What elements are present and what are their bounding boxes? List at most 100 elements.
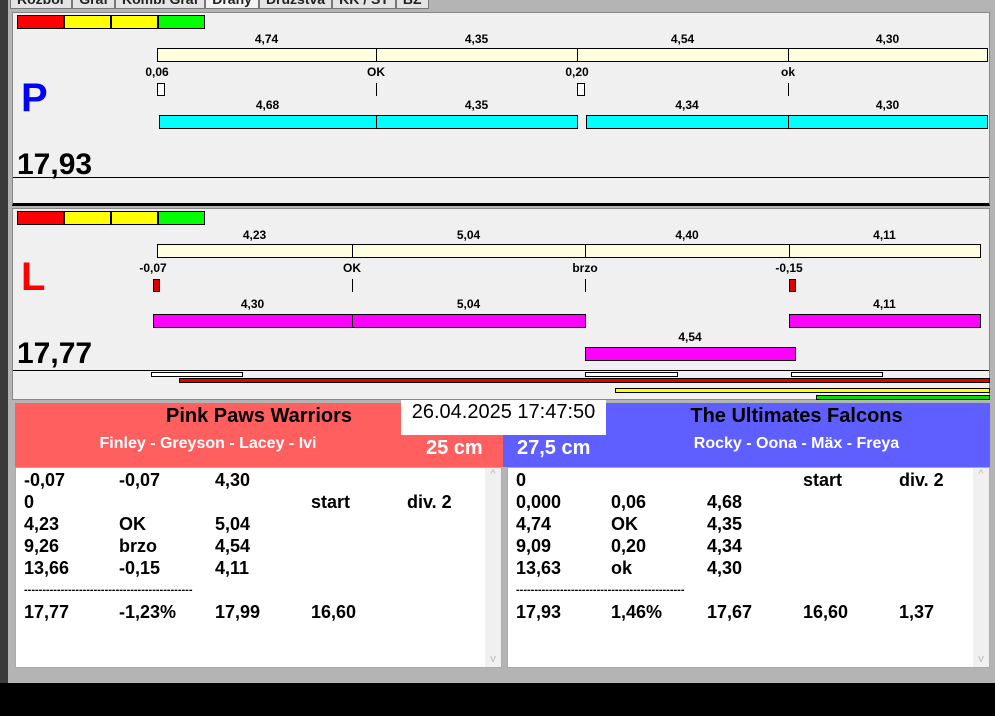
result-cell: -0,07 [119, 470, 161, 490]
run-bar [788, 115, 988, 129]
run-label: 4,68 [255, 98, 280, 112]
indicator-block [64, 211, 111, 225]
indicator-block [111, 15, 158, 29]
split-bar [789, 244, 981, 258]
result-cell: ok [611, 558, 633, 578]
reaction-marker [153, 279, 160, 292]
tab-5[interactable]: KK / ST [332, 0, 396, 9]
tab-1[interactable]: Graf [72, 0, 116, 9]
left-team-height: 25 cm [426, 437, 483, 459]
right-results-list[interactable]: ^ v 0 start div. 2 0,000 0,06 4,68 4,74 OK 4,35 9,0… [507, 467, 990, 668]
left-team-header: Pink Paws Warriors Finley - Greyson - La… [15, 403, 503, 467]
result-cell: 4,30 [707, 558, 743, 578]
reaction-marker [352, 279, 353, 292]
result-cell: brzo [119, 536, 157, 556]
tab-2[interactable]: Kombi Graf [115, 0, 206, 9]
run-label: 4,54 [678, 330, 702, 344]
result-cell: 0,20 [611, 536, 647, 556]
result-cell: 4,23 [24, 514, 60, 534]
result-cell: -0,07 [24, 470, 66, 490]
reaction-marker [376, 83, 377, 96]
result-cell: 4,68 [707, 492, 743, 512]
run-bar [585, 347, 796, 361]
result-cell: OK [611, 514, 638, 534]
left-edge [0, 0, 8, 683]
lane-total-time: 17,93 [17, 148, 93, 181]
result-cell: 4,34 [707, 536, 743, 556]
split-label: 4,40 [675, 228, 699, 242]
left-team-dogs: Finley - Greyson - Lacey - Ivi [99, 435, 317, 452]
split-bar [157, 48, 377, 62]
result-cell: ----------------------------------------… [516, 584, 685, 596]
progress-bar [179, 378, 990, 383]
result-cell: 1,46% [611, 602, 663, 622]
progress-bar [151, 372, 243, 377]
indicator-block [17, 15, 64, 29]
result-cell: 5,04 [215, 514, 251, 534]
lane-total-time: 17,77 [17, 337, 93, 370]
reaction-marker [585, 279, 586, 292]
divider [13, 370, 989, 371]
indicator-block [64, 15, 111, 29]
tab-0[interactable]: Rozbor [10, 0, 73, 9]
result-cell: -0,15 [119, 558, 161, 578]
indicator-block [17, 211, 64, 225]
result-cell: 4,30 [215, 470, 251, 490]
result-cell: 0,000 [516, 492, 562, 512]
result-cell: -1,23% [119, 602, 177, 622]
reaction-label: 0,06 [145, 65, 169, 79]
right-team-name: The Ultimates Falcons [690, 405, 903, 427]
scrollbar[interactable]: ^ v [973, 468, 989, 667]
result-cell: 17,67 [707, 602, 753, 622]
progress-bar [585, 372, 678, 377]
result-cell: 13,66 [24, 558, 70, 578]
progress-bar [816, 395, 990, 400]
lane-letter: L [21, 255, 46, 299]
split-label: 4,54 [670, 32, 695, 46]
result-cell: div. 2 [899, 470, 944, 490]
indicator-block [158, 211, 205, 225]
left-results-list[interactable]: ^ v -0,07 -0,07 4,30 0 start div. 2 4,23 OK 5,04 9,… [15, 467, 502, 668]
run-bar [789, 314, 981, 328]
progress-bar [615, 388, 990, 393]
reaction-marker [157, 83, 165, 96]
tab-bar: RozborGrafKombi GrafDráhyDružstvaKK / ST… [10, 0, 429, 11]
split-bar [788, 48, 988, 62]
right-team-height: 27,5 cm [517, 437, 591, 459]
run-label: 5,04 [456, 297, 481, 311]
tab-6[interactable]: BZ [395, 0, 429, 9]
split-label: 4,35 [464, 32, 489, 46]
result-cell: 16,60 [311, 602, 357, 622]
reaction-label: 0,20 [565, 65, 589, 79]
result-cell: 1,37 [899, 602, 935, 622]
split-bar [577, 48, 789, 62]
tab-4[interactable]: Družstva [258, 0, 333, 9]
result-cell: 9,26 [24, 536, 60, 556]
scrollbar[interactable]: ^ v [485, 468, 501, 667]
result-cell: 17,99 [215, 602, 261, 622]
split-bar [585, 244, 790, 258]
split-label: 4,11 [873, 228, 896, 242]
result-cell: 4,11 [215, 558, 250, 578]
result-cell: 4,54 [215, 536, 251, 556]
run-label: 4,30 [240, 297, 265, 311]
result-cell: 17,93 [516, 602, 562, 622]
split-bar [376, 48, 578, 62]
run-bar [586, 115, 789, 129]
divider [13, 177, 989, 178]
split-label: 4,30 [875, 32, 900, 46]
result-cell: 0 [24, 492, 35, 512]
tab-3[interactable]: Dráhy [205, 0, 259, 9]
right-team-dogs: Rocky - Oona - Mäx - Freya [693, 435, 900, 452]
result-cell: 16,60 [803, 602, 849, 622]
result-cell: 0,06 [611, 492, 647, 512]
run-bar [153, 314, 353, 328]
split-bar [352, 244, 586, 258]
result-cell: 4,74 [516, 514, 552, 534]
lane-p-panel: 4,74 4,35 4,54 4,30 0,06 OK 0,20 ok 4,68 4,35 4,34… [12, 12, 990, 206]
split-label: 4,74 [254, 32, 279, 46]
result-cell: div. 2 [407, 492, 452, 512]
run-label: 4,34 [675, 98, 699, 112]
progress-bar [791, 372, 883, 377]
run-bar [159, 115, 377, 129]
